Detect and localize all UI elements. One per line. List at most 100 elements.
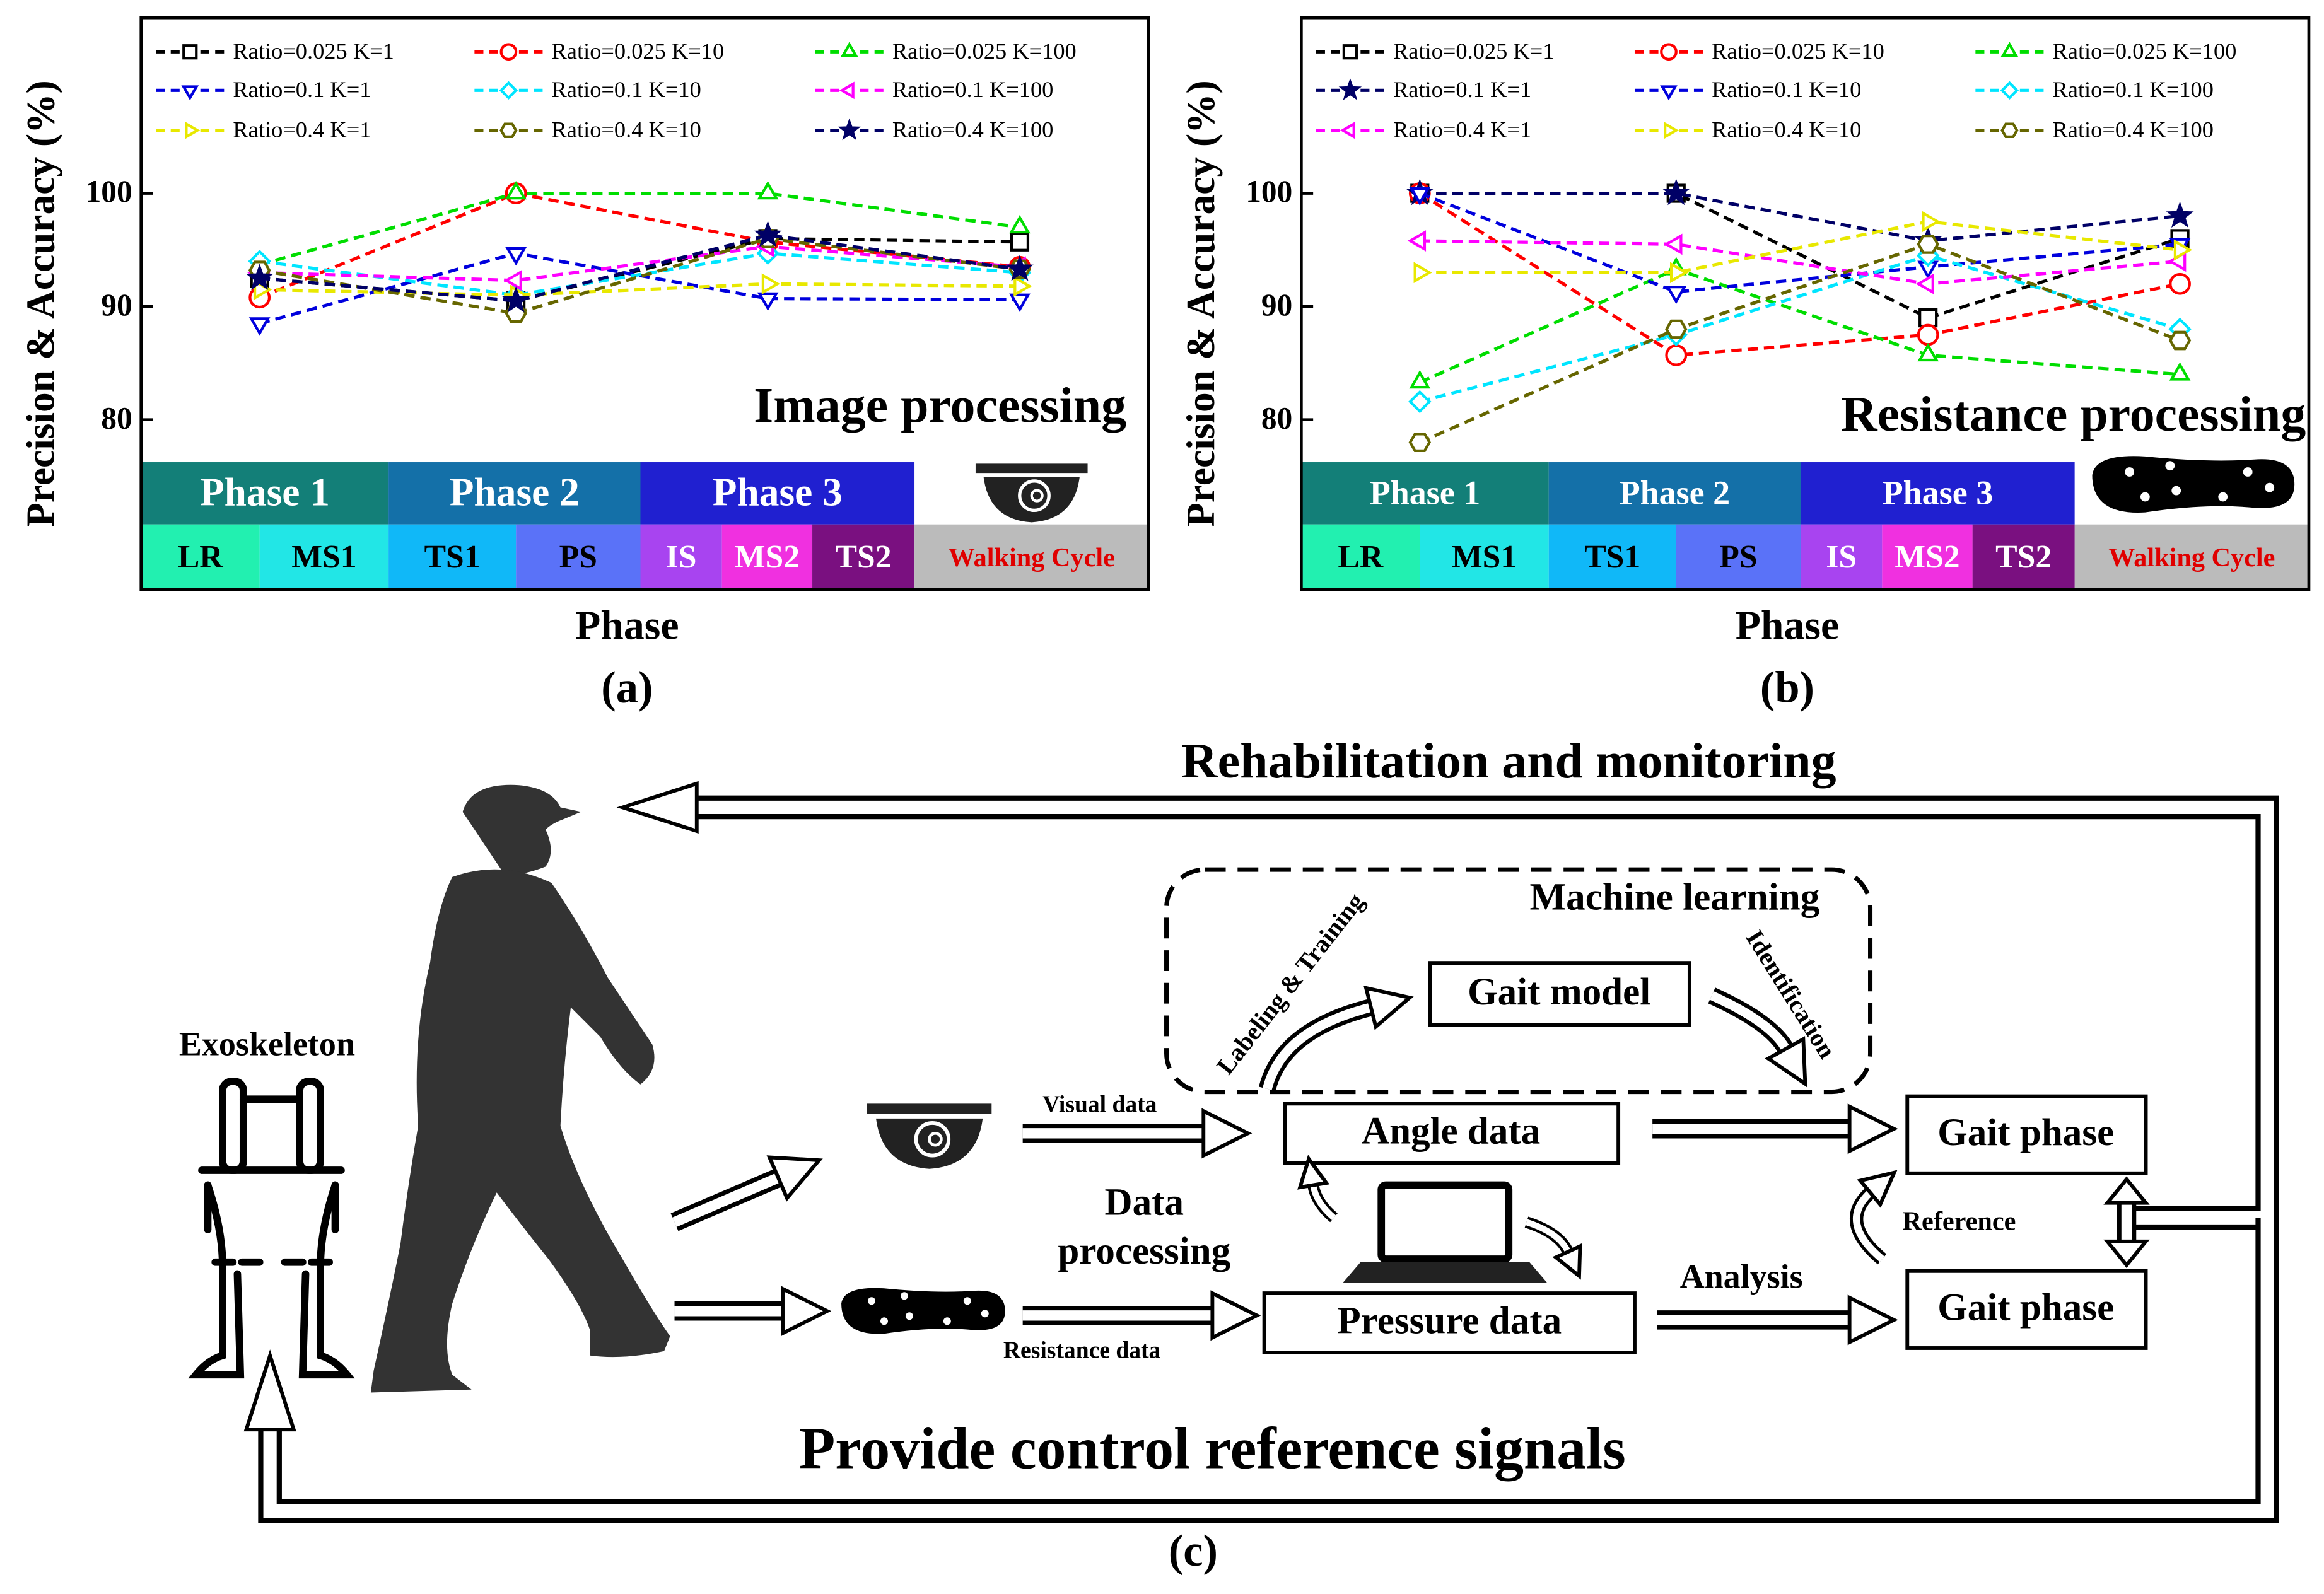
series-line — [1420, 219, 2180, 274]
arrow-head — [1201, 1108, 1253, 1159]
edge-label: Visual data — [1042, 1092, 1157, 1118]
laptop-icon — [1343, 1181, 1548, 1283]
insole-sensor — [2140, 492, 2150, 502]
edge-label: processing — [1058, 1230, 1230, 1272]
y-tick-label: 100 — [86, 174, 132, 209]
legend-label: Ratio=0.1 K=100 — [892, 77, 1053, 102]
data-point — [1009, 293, 1031, 312]
legend-label: Ratio=0.1 K=10 — [552, 77, 701, 102]
subphase-band — [388, 524, 517, 590]
data-point — [1917, 323, 1939, 346]
plot-frame — [1299, 16, 2311, 591]
legend-label: Ratio=0.4 K=10 — [552, 117, 701, 142]
subphase-band — [1420, 524, 1549, 590]
data-point — [1409, 369, 1431, 389]
subphase-band — [259, 524, 389, 590]
insole-icon — [2092, 456, 2295, 513]
legend-label: Ratio=0.4 K=100 — [2053, 117, 2214, 142]
series-line — [259, 245, 1020, 282]
subphase-label: TS2 — [836, 539, 892, 575]
feedback-label: Provide control reference signals — [799, 1416, 1626, 1482]
subphase-label: MS2 — [735, 539, 800, 575]
camera-icon — [975, 463, 1088, 523]
panel-label: (c) — [1169, 1527, 1218, 1576]
arrow-shaft — [1710, 991, 1790, 1052]
group-label: Machine learning — [1530, 876, 1820, 918]
x-axis-label: Phase — [575, 603, 679, 649]
chart: Phase 1 LR MS1 Phase 2 TS1 PS Phase 3 IS MS2 TS2 W… — [1178, 16, 2311, 712]
subphase-label: TS1 — [1584, 539, 1640, 575]
data-point — [1413, 262, 1432, 284]
subphase-band — [914, 524, 1149, 590]
subphase-label: IS — [1826, 539, 1857, 575]
data-point — [1009, 214, 1031, 234]
feedback-label: Rehabilitation and monitoring — [1181, 733, 1836, 789]
legend-label: Ratio=0.025 K=1 — [233, 38, 394, 64]
subphase-band — [1972, 524, 2075, 590]
arrow-shaft — [672, 1173, 781, 1227]
phase-label: Phase 2 — [1620, 474, 1731, 511]
legend-marker — [2000, 122, 2019, 139]
legend-label: Ratio=0.025 K=1 — [1393, 38, 1554, 64]
legend-label: Ratio=0.4 K=1 — [1393, 117, 1531, 142]
legend-marker — [182, 44, 198, 60]
insole-sensor — [2165, 461, 2175, 471]
x-axis-label: Phase — [1736, 603, 1839, 649]
arrow-shaft — [1525, 1219, 1571, 1254]
data-point — [1918, 308, 1938, 328]
legend-label: Ratio=0.1 K=1 — [233, 77, 371, 102]
series-line — [259, 252, 1020, 297]
insole-sensor — [943, 1317, 951, 1325]
data-point — [1662, 178, 1690, 206]
data-point — [1408, 433, 1432, 452]
panel-label: (b) — [1760, 663, 1814, 712]
data-point — [1665, 319, 1688, 339]
arrow-head — [2103, 1239, 2150, 1269]
y-tick-label: 80 — [101, 400, 132, 435]
legend-marker — [1660, 85, 1678, 101]
arrow-head — [616, 781, 699, 834]
insole-sensor — [880, 1317, 888, 1325]
legend-label: Ratio=0.1 K=100 — [2053, 77, 2214, 102]
legend-marker — [1664, 121, 1679, 139]
subphase-band — [640, 524, 722, 590]
ml-group — [1164, 867, 1873, 1095]
data-point — [761, 273, 781, 295]
camera-icon — [867, 1103, 992, 1169]
y-axis-label: Precision & Accuracy (%) — [18, 80, 63, 527]
series-line — [259, 282, 1020, 297]
edge-label: Resistance data — [1003, 1338, 1161, 1364]
data-point — [503, 269, 522, 291]
data-point — [1664, 233, 1683, 255]
phase-band — [640, 462, 915, 525]
arrow-head — [2103, 1176, 2150, 1205]
y-tick-label: 80 — [1261, 400, 1292, 435]
node-label: Gait phase — [1937, 1286, 2114, 1329]
subphase-band — [1548, 524, 1676, 590]
arrow-head — [1765, 1036, 1807, 1088]
phase-band — [1548, 462, 1801, 525]
insole-sensor — [2265, 482, 2275, 492]
camera-lens — [914, 1120, 951, 1158]
insole-shape — [841, 1288, 1005, 1334]
phase-label: Walking Cycle — [2108, 543, 2275, 573]
legend-marker — [499, 81, 518, 100]
arrow-shaft — [1263, 1003, 1372, 1090]
arrow-head — [1847, 1103, 1898, 1155]
insole-shape — [2092, 456, 2295, 513]
subphase-label: TS1 — [424, 539, 481, 575]
node-box — [1905, 1269, 2148, 1350]
series-line — [1420, 191, 2181, 320]
arrow-head — [766, 1155, 823, 1202]
subphase-label: LR — [1338, 539, 1383, 575]
data-point — [1409, 187, 1431, 206]
subphase-band — [1882, 524, 1973, 590]
subphase-band — [812, 524, 915, 590]
data-point — [2169, 272, 2191, 295]
legend-marker — [1338, 78, 1362, 100]
data-point — [1665, 286, 1687, 305]
node-box — [1283, 1102, 1621, 1165]
phase-band — [1301, 462, 1549, 525]
